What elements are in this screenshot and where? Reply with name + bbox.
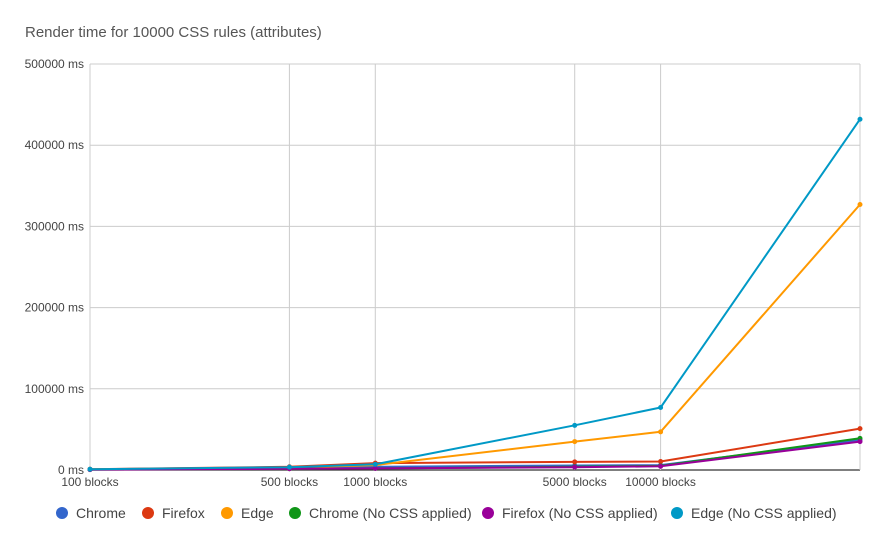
legend-swatch <box>142 507 154 519</box>
data-point <box>658 458 664 464</box>
series-lines <box>87 116 863 473</box>
axis-labels: 0 ms 100000 ms 200000 ms 300000 ms 400000 ms… <box>25 57 696 489</box>
series-line <box>89 427 861 471</box>
y-tick-label: 400000 ms <box>25 138 84 152</box>
series-line <box>89 440 861 471</box>
y-tick-label: 500000 ms <box>25 57 84 71</box>
legend-item[interactable]: Firefox (No CSS applied) <box>482 505 658 521</box>
legend-item[interactable]: Edge <box>221 505 274 521</box>
series-5 <box>87 116 863 472</box>
x-tick-label: 1000 blocks <box>343 475 407 489</box>
legend-label: Firefox <box>162 505 205 521</box>
y-tick-label: 300000 ms <box>25 219 84 233</box>
y-tick-label: 0 ms <box>58 463 84 477</box>
legend-swatch <box>221 507 233 519</box>
data-point <box>87 466 93 472</box>
legend-label: Edge (No CSS applied) <box>691 505 837 521</box>
data-point <box>658 429 664 435</box>
series-1 <box>87 426 863 472</box>
legend-swatch <box>56 507 68 519</box>
data-point <box>572 464 578 470</box>
y-tick-label: 100000 ms <box>25 382 84 396</box>
data-point <box>372 461 378 467</box>
data-point <box>572 422 578 428</box>
data-point <box>572 439 578 445</box>
x-tick-label: 5000 blocks <box>543 475 607 489</box>
legend: Chrome Firefox Edge Chrome (No CSS applied)… <box>56 505 837 521</box>
data-point <box>658 404 664 410</box>
data-point <box>372 465 378 471</box>
legend-item[interactable]: Chrome <box>56 505 126 521</box>
data-point <box>857 201 863 207</box>
legend-label: Edge <box>241 505 274 521</box>
x-tick-label: 500 blocks <box>261 475 318 489</box>
chart-title: Render time for 10000 CSS rules (attribu… <box>25 24 322 41</box>
series-line <box>89 203 861 471</box>
legend-swatch <box>482 507 494 519</box>
x-tick-label: 10000 blocks <box>625 475 696 489</box>
data-point <box>857 439 863 445</box>
legend-label: Firefox (No CSS applied) <box>502 505 658 521</box>
data-point <box>658 463 664 469</box>
legend-swatch <box>671 507 683 519</box>
legend-label: Chrome (No CSS applied) <box>309 505 472 521</box>
data-point <box>572 459 578 465</box>
data-point <box>857 426 863 432</box>
legend-label: Chrome <box>76 505 126 521</box>
legend-swatch <box>289 507 301 519</box>
grid <box>89 63 861 471</box>
series-2 <box>87 201 863 472</box>
x-tick-label: 100 blocks <box>61 475 118 489</box>
legend-item[interactable]: Edge (No CSS applied) <box>671 505 837 521</box>
data-point <box>286 464 292 470</box>
series-line <box>89 118 861 471</box>
legend-item[interactable]: Chrome (No CSS applied) <box>289 505 472 521</box>
y-tick-label: 200000 ms <box>25 301 84 315</box>
data-point <box>857 116 863 122</box>
legend-item[interactable]: Firefox <box>142 505 205 521</box>
